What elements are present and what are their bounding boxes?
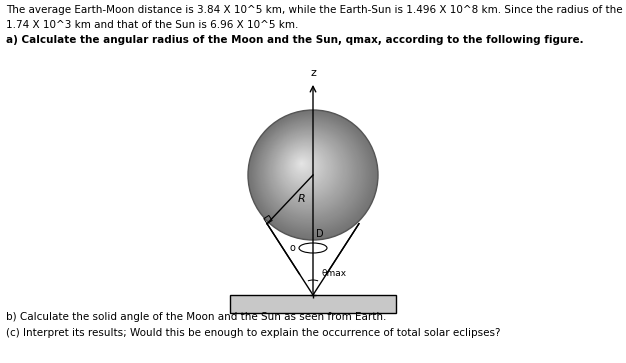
Ellipse shape (290, 152, 318, 180)
Ellipse shape (256, 118, 366, 228)
Text: z: z (310, 68, 316, 78)
Ellipse shape (294, 155, 313, 175)
Ellipse shape (259, 121, 362, 225)
Ellipse shape (274, 136, 341, 203)
Ellipse shape (264, 126, 355, 217)
Ellipse shape (265, 127, 354, 216)
Text: o: o (289, 243, 295, 253)
Text: R: R (298, 194, 305, 204)
Ellipse shape (270, 132, 346, 208)
Text: θmax: θmax (321, 269, 346, 277)
Text: (c) Interpret its results; Would this be enough to explain the occurrence of tot: (c) Interpret its results; Would this be… (6, 328, 501, 338)
Ellipse shape (267, 130, 350, 212)
Ellipse shape (284, 146, 327, 189)
Ellipse shape (258, 120, 364, 226)
Ellipse shape (300, 162, 302, 164)
Ellipse shape (275, 138, 339, 200)
Ellipse shape (254, 115, 371, 232)
Ellipse shape (250, 113, 374, 236)
Text: 1.74 X 10^3 km and that of the Sun is 6.96 X 10^5 km.: 1.74 X 10^3 km and that of the Sun is 6.… (6, 20, 299, 30)
Ellipse shape (277, 138, 337, 199)
Text: a) Calculate the angular radius of the Moon and the Sun, qmax, according to the : a) Calculate the angular radius of the M… (6, 35, 583, 45)
Ellipse shape (273, 135, 342, 204)
Ellipse shape (272, 134, 344, 205)
Ellipse shape (254, 116, 369, 231)
Text: D: D (316, 229, 324, 239)
Ellipse shape (269, 131, 347, 209)
Ellipse shape (292, 154, 316, 178)
Bar (230, 295, 396, 313)
Ellipse shape (266, 128, 352, 215)
Ellipse shape (249, 111, 377, 239)
Ellipse shape (278, 140, 334, 196)
Ellipse shape (298, 160, 306, 168)
Text: b) Calculate the solid angle of the Moon and the Sun as seen from Earth.: b) Calculate the solid angle of the Moon… (6, 312, 386, 322)
Ellipse shape (284, 146, 326, 188)
Ellipse shape (281, 143, 331, 193)
Ellipse shape (285, 147, 324, 186)
Ellipse shape (262, 124, 357, 220)
Ellipse shape (263, 125, 356, 218)
Ellipse shape (282, 144, 329, 191)
Ellipse shape (297, 159, 308, 170)
Ellipse shape (257, 119, 365, 227)
Ellipse shape (289, 151, 319, 181)
Ellipse shape (296, 158, 309, 171)
Text: The average Earth-Moon distance is 3.84 X 10^5 km, while the Earth-Sun is 1.496 : The average Earth-Moon distance is 3.84 … (6, 5, 626, 15)
Ellipse shape (290, 152, 317, 179)
Ellipse shape (255, 117, 367, 230)
Ellipse shape (286, 148, 323, 185)
Ellipse shape (299, 161, 305, 167)
Ellipse shape (260, 122, 360, 222)
Ellipse shape (280, 142, 332, 194)
Ellipse shape (277, 139, 336, 198)
Ellipse shape (287, 149, 322, 184)
Ellipse shape (271, 133, 345, 207)
Ellipse shape (275, 136, 340, 202)
Ellipse shape (261, 123, 359, 221)
Ellipse shape (269, 130, 349, 211)
Ellipse shape (279, 141, 333, 195)
Ellipse shape (248, 110, 378, 240)
Ellipse shape (250, 112, 376, 237)
Ellipse shape (299, 162, 304, 166)
Ellipse shape (267, 129, 351, 213)
Ellipse shape (252, 114, 372, 234)
Ellipse shape (252, 114, 373, 235)
Ellipse shape (288, 150, 321, 183)
Ellipse shape (294, 156, 312, 174)
Ellipse shape (260, 122, 361, 223)
Ellipse shape (283, 144, 328, 190)
Ellipse shape (292, 154, 314, 176)
Ellipse shape (295, 157, 310, 172)
